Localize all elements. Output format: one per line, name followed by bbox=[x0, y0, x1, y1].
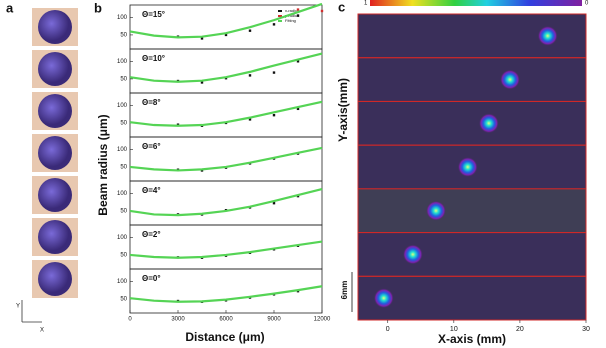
data-point bbox=[248, 74, 252, 77]
fit-line bbox=[129, 2, 323, 39]
data-point bbox=[272, 23, 276, 26]
data-point bbox=[200, 37, 204, 40]
legend-swatch bbox=[278, 15, 282, 17]
beam-spot bbox=[373, 288, 394, 309]
y-tick-label: 50 bbox=[120, 164, 127, 170]
sphere bbox=[38, 178, 72, 212]
y-tick-label: 50 bbox=[120, 76, 127, 82]
y-axis-label: Beam radius (μm) bbox=[96, 114, 110, 215]
x-axis-label: Distance (μm) bbox=[185, 330, 264, 344]
data-point bbox=[320, 9, 324, 13]
sphere bbox=[38, 52, 72, 86]
data-point bbox=[248, 118, 252, 121]
beam-spot bbox=[537, 25, 558, 46]
fit-line bbox=[129, 188, 323, 217]
x-tick-label: 9000 bbox=[267, 317, 281, 323]
data-point bbox=[224, 33, 228, 37]
legend-label: Fitting bbox=[285, 18, 296, 23]
y-tick-label: 100 bbox=[117, 147, 128, 153]
x-axis-label: X-axis (mm) bbox=[438, 332, 506, 346]
panel-label: c bbox=[338, 0, 345, 14]
y-tick-label: 100 bbox=[117, 191, 128, 197]
colorbar-label: 1 bbox=[364, 1, 368, 7]
annotation: Θ=15° bbox=[142, 10, 165, 19]
sphere bbox=[38, 94, 72, 128]
sphere bbox=[38, 262, 72, 296]
legend-label: y-radius bbox=[285, 13, 299, 18]
sphere bbox=[38, 136, 72, 170]
axis-name: Y bbox=[16, 304, 20, 310]
data-point bbox=[296, 60, 300, 63]
legend-swatch bbox=[278, 20, 282, 22]
colorbar-label: 0 bbox=[585, 1, 589, 7]
panel-label: a bbox=[6, 0, 14, 15]
frame-row bbox=[357, 188, 587, 234]
fit-line bbox=[129, 52, 323, 83]
x-tick-label: 10 bbox=[450, 326, 458, 333]
x-tick-label: 30 bbox=[582, 326, 590, 333]
x-tick-label: 0 bbox=[128, 317, 132, 323]
y-tick-label: 100 bbox=[117, 235, 128, 241]
data-point bbox=[296, 107, 300, 111]
data-point bbox=[272, 113, 276, 117]
legend-label: x-radius bbox=[285, 8, 299, 13]
annotation: Θ=8° bbox=[142, 98, 161, 107]
beam-spot bbox=[478, 113, 499, 134]
legend-swatch bbox=[278, 10, 282, 12]
data-point bbox=[272, 201, 276, 205]
beam-spot bbox=[500, 69, 520, 90]
data-point bbox=[248, 29, 252, 32]
y-tick-label: 50 bbox=[120, 120, 127, 126]
data-point bbox=[200, 81, 204, 84]
sphere bbox=[38, 220, 72, 254]
x-tick-label: 20 bbox=[516, 326, 524, 333]
panel-label: b bbox=[94, 0, 102, 15]
y-tick-label: 50 bbox=[120, 252, 127, 258]
colorbar bbox=[370, 0, 582, 6]
y-tick-label: 50 bbox=[120, 208, 127, 214]
annotation: Θ=6° bbox=[142, 142, 161, 151]
x-tick-label: 0 bbox=[386, 326, 390, 333]
x-tick-label: 6000 bbox=[219, 317, 233, 323]
annotation: Θ=4° bbox=[142, 186, 161, 195]
y-tick-label: 50 bbox=[120, 296, 127, 302]
fit-line bbox=[129, 146, 323, 172]
y-tick-label: 100 bbox=[117, 59, 128, 65]
beam-spot bbox=[425, 200, 446, 221]
sphere bbox=[38, 10, 72, 44]
annotation: Θ=0° bbox=[142, 274, 161, 283]
beam-spot bbox=[402, 244, 423, 265]
beam-spot bbox=[457, 157, 478, 177]
y-tick-label: 100 bbox=[117, 103, 128, 109]
data-point bbox=[272, 71, 276, 74]
annotation: Θ=2° bbox=[142, 230, 161, 239]
y-axis-label: Y-axis(mm) bbox=[336, 78, 350, 142]
x-tick-label: 12000 bbox=[314, 317, 331, 323]
data-point bbox=[296, 8, 300, 11]
fit-line bbox=[129, 285, 323, 303]
data-point bbox=[296, 14, 300, 17]
y-tick-label: 100 bbox=[117, 15, 128, 21]
y-tick-label: 50 bbox=[120, 32, 127, 38]
annotation: Θ=10° bbox=[142, 54, 165, 63]
scale-label: 6mm bbox=[340, 281, 349, 300]
fit-line bbox=[129, 100, 323, 127]
y-tick-label: 100 bbox=[117, 279, 128, 285]
x-tick-label: 3000 bbox=[171, 317, 185, 323]
fit-line bbox=[129, 240, 323, 259]
axis-name: X bbox=[40, 328, 44, 334]
frame-row bbox=[357, 275, 587, 321]
